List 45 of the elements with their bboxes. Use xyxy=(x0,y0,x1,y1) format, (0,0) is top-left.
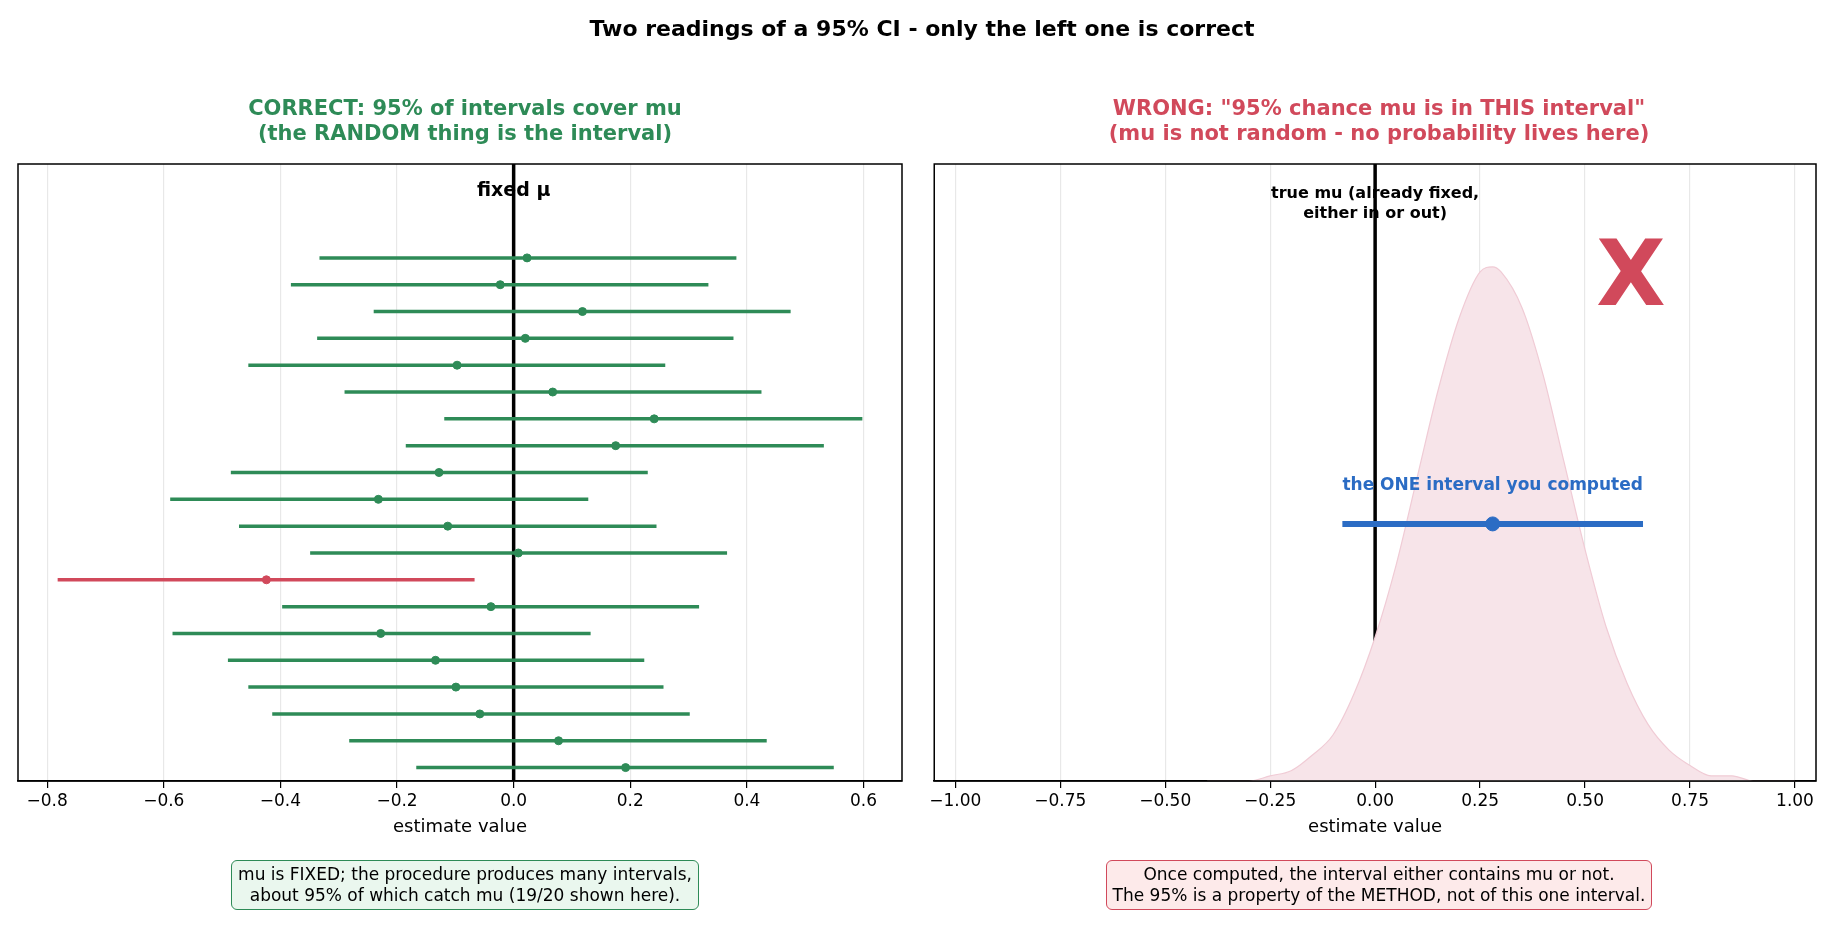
x-tick-label: 0.50 xyxy=(1566,789,1604,810)
x-axis-title: estimate value xyxy=(392,814,528,836)
text: Two readings of a 95% CI - only the left one is correct xyxy=(588,15,1256,43)
x-tick-label: 1.00 xyxy=(1776,789,1814,810)
x-axis-title: estimate value xyxy=(1308,814,1443,836)
point xyxy=(520,333,530,343)
point xyxy=(522,253,532,263)
x-tick-label: −0.75 xyxy=(1034,789,1087,810)
chart-title: CORRECT: 95% of intervals cover mu (the RANDOM thing is the interval) xyxy=(248,96,682,147)
x-tick-label: −0.25 xyxy=(1244,789,1297,810)
point xyxy=(621,763,631,773)
point xyxy=(554,736,564,746)
x-tick-label: 0.4 xyxy=(733,789,761,810)
x-tick-label: 0.75 xyxy=(1671,789,1709,810)
x-tick-label: 0.2 xyxy=(616,789,644,810)
x-tick-label: −0.6 xyxy=(143,789,185,810)
point xyxy=(513,548,523,558)
point xyxy=(452,360,462,370)
x-tick-label: −0.8 xyxy=(26,789,68,810)
point xyxy=(431,655,441,665)
point xyxy=(475,709,485,719)
x-tick-label: 0.00 xyxy=(1356,789,1395,810)
x-tick-label: −0.50 xyxy=(1139,789,1192,810)
point xyxy=(373,494,383,504)
point xyxy=(261,575,271,585)
chart-title: WRONG: "95% chance mu is in THIS interval" (mu is not random - no probability lives here) xyxy=(1108,96,1650,147)
point xyxy=(451,682,461,692)
x-tick-label: −0.2 xyxy=(376,789,418,810)
text: Once computed, the interval either contains mu or not. The 95% is a property of the METHOD, not of this one interval. xyxy=(1105,860,1653,910)
x-tick-label: −0.4 xyxy=(259,789,302,810)
point xyxy=(548,387,558,397)
text: mu is FIXED; the procedure produces many intervals, about 95% of which catch mu (19/20 shown here). xyxy=(231,860,699,910)
annotation: X xyxy=(1596,220,1666,326)
point xyxy=(376,628,386,638)
point xyxy=(577,307,587,317)
point xyxy=(434,468,444,477)
point xyxy=(443,521,453,531)
point xyxy=(495,280,505,290)
point xyxy=(649,414,659,424)
point xyxy=(611,441,621,451)
x-tick-label: −1.00 xyxy=(929,789,982,810)
x-tick-label: 0.6 xyxy=(849,789,878,810)
x-tick-label: 0.25 xyxy=(1461,789,1500,810)
point xyxy=(486,602,496,612)
x-tick-label: 0.0 xyxy=(500,789,528,810)
